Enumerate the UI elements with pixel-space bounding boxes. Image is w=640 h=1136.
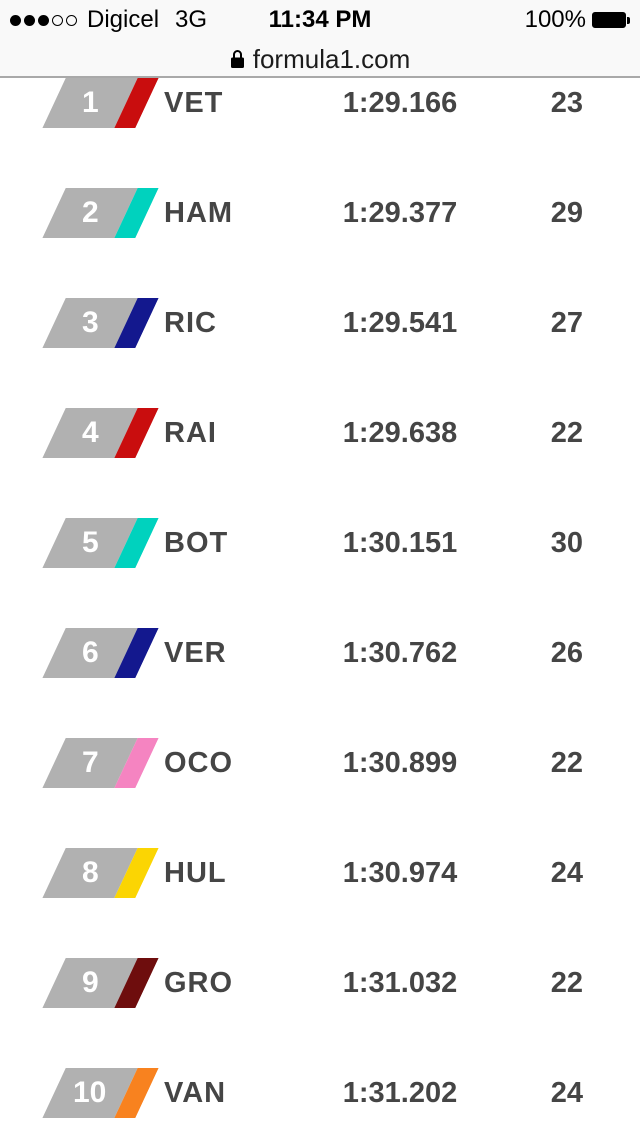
- lap-count: 27: [550, 307, 583, 339]
- table-row[interactable]: 7 OCO 1:30.899 22: [0, 738, 640, 848]
- position-badge: 6: [42, 628, 159, 678]
- lap-time: 1:30.762: [342, 637, 458, 669]
- battery-icon: [592, 12, 630, 28]
- position-number: 3: [81, 306, 99, 339]
- position-badge: 9: [42, 958, 159, 1008]
- position-number: 8: [81, 856, 99, 889]
- lap-count: 24: [550, 1077, 583, 1109]
- table-row[interactable]: 9 GRO 1:31.032 22: [0, 958, 640, 1068]
- lap-time: 1:29.377: [342, 197, 458, 229]
- status-bar: Digicel 3G 11:34 PM 100%: [0, 0, 640, 40]
- table-row[interactable]: 2 HAM 1:29.377 29: [0, 188, 640, 298]
- position-number: 6: [81, 636, 99, 669]
- driver-code: GRO: [164, 967, 234, 999]
- driver-code: RIC: [164, 307, 217, 339]
- battery-percent-label: 100%: [524, 6, 586, 33]
- table-row[interactable]: 6 VER 1:30.762 26: [0, 628, 640, 738]
- url-bar[interactable]: formula1.com: [0, 40, 640, 78]
- timing-table: 1 VET 1:29.166 23 2 HAM 1:29.377 29 3 RI…: [0, 78, 640, 1136]
- table-row[interactable]: 4 RAI 1:29.638 22: [0, 408, 640, 518]
- table-row[interactable]: 5 BOT 1:30.151 30: [0, 518, 640, 628]
- signal-strength-icon: [10, 14, 77, 26]
- lap-count: 29: [550, 197, 583, 229]
- lap-time: 1:29.541: [342, 307, 458, 339]
- driver-code: HAM: [164, 197, 234, 229]
- lap-count: 24: [550, 857, 583, 889]
- lap-time: 1:29.166: [342, 87, 458, 119]
- position-badge: 2: [42, 188, 159, 238]
- lap-time: 1:30.899: [342, 747, 458, 779]
- lap-count: 26: [550, 637, 583, 669]
- position-badge: 10: [42, 1068, 159, 1118]
- position-badge: 7: [42, 738, 159, 788]
- lap-time: 1:30.974: [342, 857, 458, 889]
- lap-time: 1:31.032: [342, 967, 458, 999]
- carrier-label: Digicel: [87, 6, 160, 33]
- position-badge: 3: [42, 298, 159, 348]
- driver-code: OCO: [164, 747, 234, 779]
- network-type-label: 3G: [175, 6, 208, 33]
- driver-code: VET: [164, 87, 224, 119]
- position-badge: 8: [42, 848, 159, 898]
- driver-code: VAN: [164, 1077, 227, 1109]
- lap-count: 23: [550, 87, 583, 119]
- table-row[interactable]: 3 RIC 1:29.541 27: [0, 298, 640, 408]
- position-number: 9: [81, 966, 99, 999]
- lap-count: 30: [550, 527, 583, 559]
- table-row[interactable]: 10 VAN 1:31.202 24: [0, 1068, 640, 1136]
- lap-time: 1:30.151: [342, 527, 458, 559]
- table-row[interactable]: 8 HUL 1:30.974 24: [0, 848, 640, 958]
- position-number: 7: [81, 746, 99, 779]
- browser-chrome: Digicel 3G 11:34 PM 100% formula1.com: [0, 0, 640, 78]
- driver-code: BOT: [164, 527, 229, 559]
- driver-code: VER: [164, 637, 227, 669]
- position-badge: 4: [42, 408, 159, 458]
- position-number: 4: [81, 416, 99, 449]
- clock-label: 11:34 PM: [268, 6, 372, 33]
- lock-icon: [230, 49, 245, 69]
- driver-code: HUL: [164, 857, 227, 889]
- lap-time: 1:31.202: [342, 1077, 458, 1109]
- position-number: 2: [81, 196, 99, 229]
- position-number: 10: [73, 1076, 107, 1109]
- url-text: formula1.com: [252, 43, 411, 74]
- position-number: 1: [81, 86, 99, 119]
- lap-count: 22: [550, 747, 583, 779]
- position-number: 5: [81, 526, 99, 559]
- lap-count: 22: [550, 417, 583, 449]
- position-badge: 5: [42, 518, 159, 568]
- position-badge: 1: [42, 78, 159, 128]
- driver-code: RAI: [164, 417, 217, 449]
- table-row[interactable]: 1 VET 1:29.166 23: [0, 78, 640, 188]
- lap-count: 22: [550, 967, 583, 999]
- lap-time: 1:29.638: [342, 417, 458, 449]
